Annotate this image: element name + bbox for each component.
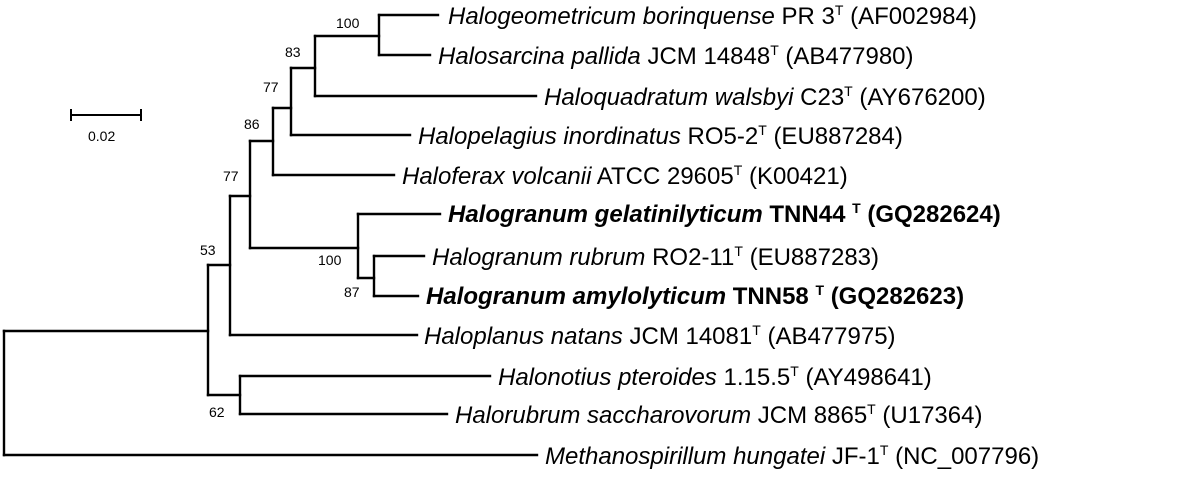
taxon-label: Halosarcina pallida JCM 14848T (AB477980…: [438, 42, 914, 70]
support-value: 62: [209, 404, 225, 420]
taxon-label: Haloferax volcanii ATCC 29605T (K00421): [402, 162, 848, 190]
support-value: 77: [263, 79, 279, 95]
support-value: 86: [244, 116, 260, 132]
support-value: 100: [318, 252, 342, 268]
tree-branches: [2, 13, 539, 457]
support-value: 83: [285, 44, 301, 60]
support-value: 100: [336, 15, 360, 31]
taxon-label: Halonotius pteroides 1.15.5T (AY498641): [498, 363, 932, 391]
taxon-label-highlighted: Halogranum gelatinilyticum TNN44 T (GQ28…: [448, 200, 1001, 228]
taxon-label: Haloquadratum walsbyi C23T (AY676200): [544, 83, 986, 111]
support-value: 53: [200, 242, 216, 258]
taxon-label: Methanospirillum hungatei JF-1T (NC_0077…: [545, 442, 1039, 470]
taxon-labels: Halogeometricum borinquense PR 3T (AF002…: [402, 2, 1039, 470]
taxon-label-highlighted: Halogranum amylolyticum TNN58 T (GQ28262…: [426, 282, 964, 310]
support-value: 77: [223, 168, 239, 184]
scale-bar: 0.02: [70, 109, 142, 144]
taxon-label: Halorubrum saccharovorum JCM 8865T (U173…: [455, 401, 982, 429]
support-value: 87: [344, 284, 360, 300]
support-values: 100 83 77 86 77 53 100 87 62: [200, 15, 360, 420]
taxon-label: Halogeometricum borinquense PR 3T (AF002…: [448, 2, 977, 30]
taxon-label: Halopelagius inordinatus RO5-2T (EU88728…: [418, 122, 903, 150]
scale-bar-label: 0.02: [88, 128, 115, 144]
taxon-label: Halogranum rubrum RO2-11T (EU887283): [432, 243, 879, 271]
taxon-label: Haloplanus natans JCM 14081T (AB477975): [424, 322, 896, 350]
